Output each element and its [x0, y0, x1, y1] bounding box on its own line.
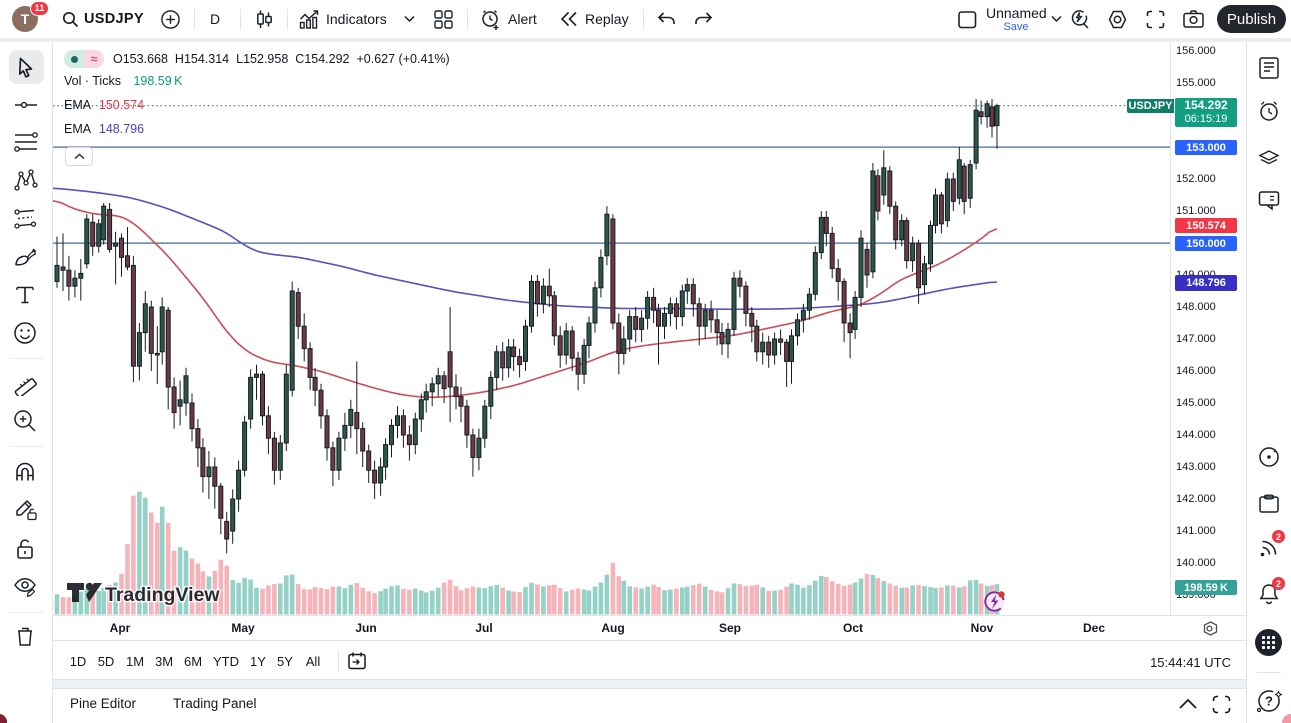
svg-text:TradingView: TradingView — [105, 584, 220, 606]
svg-text:?: ? — [1265, 694, 1273, 709]
